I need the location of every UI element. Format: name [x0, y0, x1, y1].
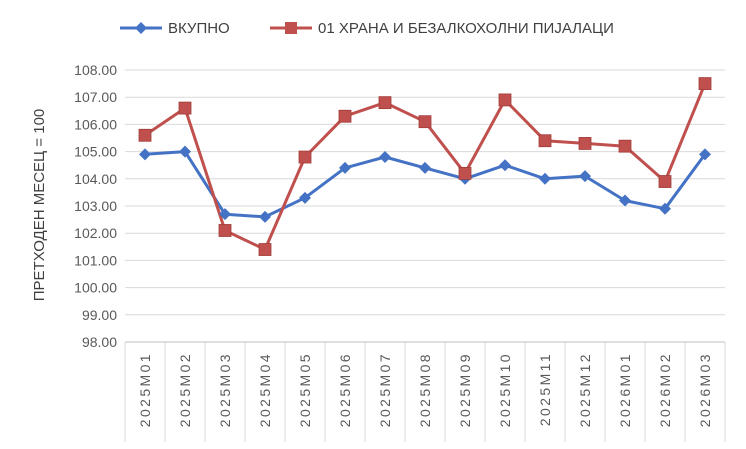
series-line-1: [144, 150, 707, 219]
y-tick-label: 101.00: [74, 252, 117, 268]
data-point: [338, 109, 352, 123]
y-tick-label: 105.00: [74, 144, 117, 160]
data-point: [419, 161, 431, 174]
data-point: [578, 137, 592, 150]
x-tick-label: 2025M02: [177, 352, 193, 427]
y-axis-ticks: 98.00 99.00 100.00 101.00 102.00 103.00 104.00…: [74, 62, 117, 350]
data-point: [418, 115, 432, 129]
x-axis: 2025M01 2025M02 2025M03 2025M04 2025M05 2025M…: [124, 341, 726, 442]
data-point: [138, 128, 152, 142]
y-tick-label: 99.00: [82, 307, 117, 323]
x-tick-label: 2025M08: [417, 352, 433, 427]
data-point: [258, 243, 272, 256]
x-tick-label: 2026M02: [657, 352, 673, 427]
legend-label: ВКУПНО: [168, 20, 230, 37]
data-point: [378, 96, 392, 110]
x-tick-label: 2025M06: [337, 352, 353, 427]
y-tick-label: 102.00: [74, 225, 117, 241]
x-tick-label: 2026M03: [697, 352, 713, 427]
data-point: [538, 134, 552, 148]
y-tick-label: 98.00: [82, 334, 117, 350]
x-tick-label: 2025M04: [257, 352, 273, 427]
y-tick-label: 108.00: [74, 62, 117, 78]
y-tick-label: 100.00: [74, 280, 117, 296]
x-tick-label: 2026M01: [617, 352, 633, 427]
data-point: [339, 161, 351, 174]
y-tick-label: 106.00: [74, 116, 117, 132]
y-axis-label: ПРЕТХОДЕН МЕСЕЦ = 100: [31, 109, 48, 302]
data-point: [498, 93, 512, 107]
x-tick-label: 2025M03: [217, 352, 233, 427]
data-point: [139, 148, 151, 161]
data-point: [178, 101, 192, 115]
x-tick-label: 2025M05: [297, 352, 313, 427]
data-point: [659, 202, 671, 215]
x-tick-label: 2025M09: [457, 352, 473, 427]
data-point: [698, 77, 712, 90]
legend: ВКУПНО 01 ХРАНА И БЕЗАЛКОХОЛНИ ПИЈАЛАЦИ: [120, 20, 614, 37]
data-point: [219, 208, 231, 221]
data-point: [179, 145, 191, 158]
data-point: [298, 150, 312, 164]
data-point: [379, 151, 391, 164]
x-tick-label: 2025M07: [377, 352, 393, 427]
x-tick-label: 2025M01: [137, 352, 153, 427]
data-point: [579, 170, 591, 183]
data-point: [539, 172, 551, 185]
legend-marker: [285, 22, 297, 34]
data-point: [299, 191, 311, 204]
data-point: [658, 175, 672, 188]
y-tick-label: 104.00: [74, 171, 117, 187]
data-point: [259, 210, 271, 223]
data-point: [499, 159, 511, 172]
data-point: [218, 224, 232, 237]
series-markers: [138, 77, 712, 256]
legend-label: 01 ХРАНА И БЕЗАЛКОХОЛНИ ПИЈАЛАЦИ: [318, 20, 614, 37]
x-tick-label: 2025M11: [537, 352, 553, 426]
y-tick-label: 103.00: [74, 198, 117, 214]
x-tick-label: 2025M10: [497, 352, 513, 427]
y-tick-label: 107.00: [74, 89, 117, 105]
gridlines: [125, 69, 725, 343]
data-point: [699, 148, 711, 161]
legend-marker: [135, 22, 147, 34]
data-point: [619, 194, 631, 207]
data-point: [618, 139, 632, 153]
x-tick-label: 2025M12: [577, 352, 593, 427]
data-point: [458, 166, 472, 180]
